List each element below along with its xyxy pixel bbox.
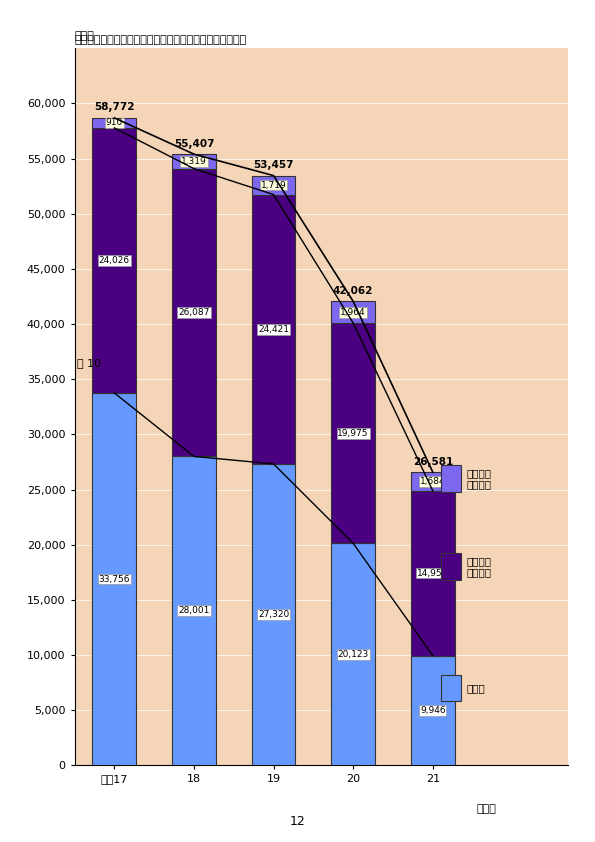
Bar xyxy=(411,656,455,765)
Text: 19,975: 19,975 xyxy=(337,429,369,438)
Text: 42,062: 42,062 xyxy=(333,285,373,296)
Text: 24,421: 24,421 xyxy=(258,325,289,333)
Text: 20,123: 20,123 xyxy=(337,650,369,658)
Text: 27,320: 27,320 xyxy=(258,610,289,619)
FancyBboxPatch shape xyxy=(441,553,461,580)
Text: 24,026: 24,026 xyxy=(99,256,130,265)
Text: 1,684: 1,684 xyxy=(420,477,446,486)
Bar xyxy=(411,472,455,491)
Bar xyxy=(92,393,136,765)
Bar xyxy=(172,154,216,168)
Bar xyxy=(92,128,136,393)
Text: 14,951: 14,951 xyxy=(417,568,449,578)
Text: 身分又は地位に基づく在留資格による新規入国者数の推移: 身分又は地位に基づく在留資格による新規入国者数の推移 xyxy=(74,35,247,45)
Text: 910: 910 xyxy=(106,119,123,127)
Text: 53,457: 53,457 xyxy=(253,160,294,170)
Bar xyxy=(331,323,375,543)
Text: （年）: （年） xyxy=(477,804,496,814)
Text: 28,001: 28,001 xyxy=(178,606,209,616)
Bar xyxy=(172,456,216,765)
Text: 1,964: 1,964 xyxy=(340,307,366,317)
FancyBboxPatch shape xyxy=(441,466,461,492)
Bar xyxy=(252,464,296,765)
Bar xyxy=(92,118,136,128)
Text: 1,319: 1,319 xyxy=(181,157,207,166)
Bar xyxy=(252,176,296,195)
Text: 33,756: 33,756 xyxy=(99,574,130,584)
Text: 12: 12 xyxy=(290,815,305,829)
Text: 1,719: 1,719 xyxy=(261,180,286,189)
Text: （人）: （人） xyxy=(74,31,95,41)
Bar xyxy=(331,301,375,323)
Text: 58,772: 58,772 xyxy=(94,103,134,112)
Text: 定住者: 定住者 xyxy=(466,683,485,693)
Bar xyxy=(411,491,455,656)
Text: 9,946: 9,946 xyxy=(420,706,446,715)
Bar xyxy=(172,168,216,456)
Text: 第１部: 第１部 xyxy=(30,40,52,53)
Text: 図 10: 図 10 xyxy=(77,358,102,368)
Text: 26,087: 26,087 xyxy=(178,308,209,317)
FancyBboxPatch shape xyxy=(441,674,461,701)
Bar xyxy=(331,543,375,765)
Text: 日本人の
配偶者等: 日本人の 配偶者等 xyxy=(466,556,491,578)
Bar xyxy=(252,195,296,464)
Text: 55,407: 55,407 xyxy=(174,139,214,149)
Text: 26,581: 26,581 xyxy=(413,456,453,466)
Text: 永住者の
配偶者等: 永住者の 配偶者等 xyxy=(466,467,491,489)
